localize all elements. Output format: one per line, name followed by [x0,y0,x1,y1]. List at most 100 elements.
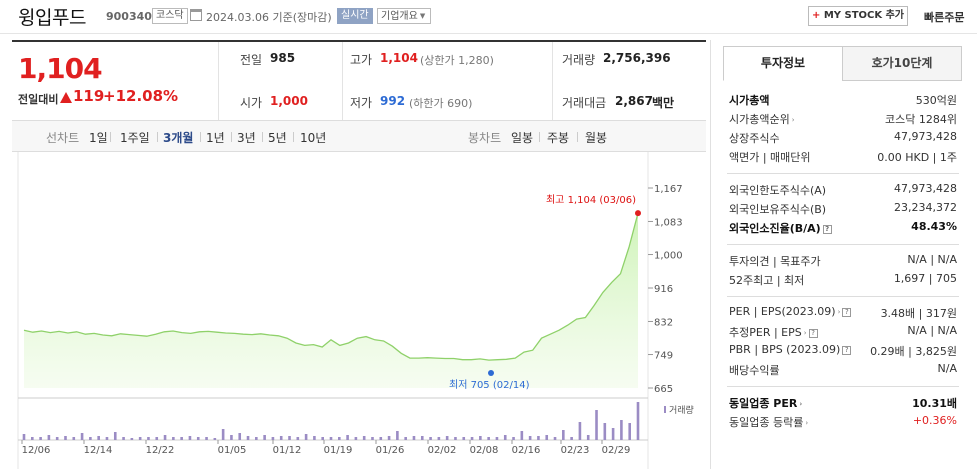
info-label: 배당수익률 [729,364,780,377]
info-value: 530억원 [915,94,957,107]
change-label: 전일대비 [18,93,59,106]
high-point [635,210,641,217]
volume-bar [246,436,250,440]
y-tick-label: 1,083 [654,217,683,228]
high-value: 1,104 [380,51,418,65]
y-tick-label: 1,167 [654,184,683,195]
tab-3month[interactable]: 3개월 [163,131,194,145]
amount-value: 2,867 [615,94,653,108]
volume-bar [97,436,100,440]
tab-order-book[interactable]: 호가10단계 [842,46,962,81]
divider [342,42,343,122]
change-percent: +12.08% [103,87,179,105]
info-row: 외국인보유주식수(B) 23,234,372 [729,201,957,219]
volume-bar [404,437,407,440]
volume-bar [89,437,92,440]
price-summary: 1,104 전일대비 119 +12.08% 전일 985 시가 1,000 고… [12,40,706,122]
info-value: 47,973,428 [894,130,957,143]
x-tick-label: 01/19 [324,445,353,456]
x-tick-label: 01/05 [218,445,247,456]
info-row: 외국인한도주식수(A) 47,973,428 [729,182,957,200]
add-my-stock-button[interactable]: + MY STOCK 추가 [808,6,908,26]
tab-1year[interactable]: 1년 [206,131,225,145]
info-label: 시가총액순위 › [729,113,795,126]
info-row: 배당수익률 N/A [729,362,957,380]
base-date: 2024.03.06 기준(장마감) [206,11,332,24]
tab-1week[interactable]: 1주일 [120,131,150,145]
volume-bar [55,437,59,440]
volume-bar [296,437,300,440]
volume-bar [122,437,125,440]
help-icon[interactable]: ? [842,307,852,317]
chevron-right-icon[interactable]: › [799,400,803,408]
help-icon[interactable]: ? [822,224,832,234]
volume-bar [329,437,333,440]
volume-bar [578,422,582,440]
info-row: 상장주식수 47,973,428 [729,130,957,148]
change-value: 119 [73,87,105,105]
volume-bar [636,402,640,440]
x-tick-label: 02/08 [470,445,499,456]
info-value: 0.29배 | 3,825원 [870,345,957,358]
realtime-button[interactable]: 실시간 [337,8,373,24]
tab-monthly[interactable]: 월봉 [585,131,608,145]
volume-bar [462,437,466,440]
volume-bar [313,436,316,440]
info-row: 시가총액 530억원 [729,92,957,110]
volume-bar [545,435,549,440]
volume-bar [346,435,349,440]
section-divider [727,173,959,174]
help-icon[interactable]: ? [808,328,818,338]
volume-bar [213,438,217,440]
info-label: 동일업종 등락률 › [729,416,809,429]
chevron-down-icon: ▼ [419,12,426,20]
tab-3year[interactable]: 3년 [237,131,256,145]
volume-bar [138,437,142,440]
volume-bar [205,437,208,440]
volume-bar [420,436,424,440]
volume-bar [180,437,183,440]
x-tick-label: 02/29 [602,445,631,456]
amount-unit: 백만 [652,96,675,110]
help-icon[interactable]: ? [842,345,852,355]
line-chart-label: 선차트 [46,131,80,145]
tab-daily[interactable]: 일봉 [511,131,534,145]
info-label: 투자의견 | 목표주가 [729,255,821,268]
tab-10year[interactable]: 10년 [300,131,327,145]
chevron-right-icon[interactable]: › [791,116,795,124]
volume-bar [454,437,457,440]
volume-bar [304,434,308,440]
volume-bar [39,437,42,440]
x-tick-label: 12/06 [22,445,51,456]
info-label: 액면가 | 매매단위 [729,151,811,164]
volume-bar [230,435,233,440]
tab-1day[interactable]: 1일 [89,131,108,145]
volume-bar [271,437,275,440]
info-label: 52주최고 | 최저 [729,274,805,287]
volume-bar [64,436,67,440]
tab-weekly[interactable]: 주봉 [547,131,570,145]
divider [552,42,553,122]
quick-order-button[interactable]: 빠른주문 [924,11,965,24]
volume-bar [105,437,109,440]
info-row: PER | EPS(2023.09) ›? 3.48배 | 317원 [729,305,957,323]
info-value: 48.43% [911,220,957,233]
plus-icon: + [811,10,824,21]
company-info-dropdown[interactable]: 기업개요 ▼ [377,8,431,24]
info-row: 52주최고 | 최저 1,697 | 705 [729,272,957,290]
chevron-right-icon[interactable]: › [805,419,809,427]
volume-bar [387,436,391,440]
tab-5year[interactable]: 5년 [268,131,287,145]
volume-label: 거래량 [562,53,596,67]
info-value: 47,973,428 [894,182,957,195]
info-row: 동일업종 PER › 10.31배 [729,395,957,413]
chevron-right-icon[interactable]: › [837,308,841,316]
chevron-right-icon[interactable]: › [803,329,807,337]
info-row: 추정PER | EPS ›? N/A | N/A [729,324,957,342]
volume-bar [503,435,507,440]
volume-bar [570,437,573,440]
market-badge: 코스닥 [152,8,188,24]
info-value: 코스닥 1284위 [885,113,957,126]
tab-investment-info[interactable]: 투자정보 [723,46,843,81]
